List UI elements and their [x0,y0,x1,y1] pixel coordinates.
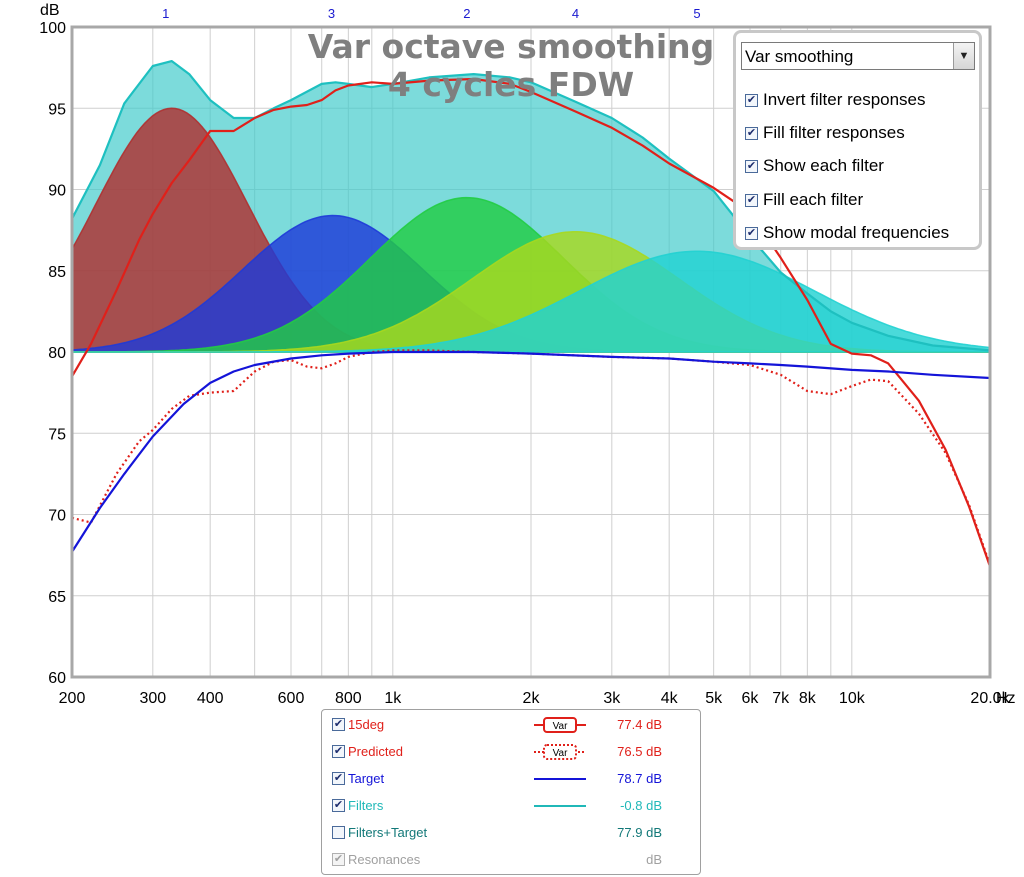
show-modal-frequencies-label: Show modal frequencies [763,223,950,242]
x-tick-label: 7k [772,690,790,707]
modal-frequency-label: 2 [463,6,470,21]
legend-row-predicted[interactable]: ✔ Predicted Var 76.5 dB [332,742,692,762]
x-tick-label: 20.0k [970,690,1010,707]
x-tick-label: 4k [661,690,679,707]
legend-name-resonances: Resonances [348,852,421,867]
x-tick-label: 10k [839,690,866,707]
y-tick-labels: 60 65 70 75 80 85 90 95 100 [39,20,66,687]
smoothing-dropdown[interactable]: Var smoothing ▼ [741,42,975,70]
legend-value-target: 78.7 dB [617,771,662,786]
y-tick-label: 70 [48,508,66,525]
display-options-panel: Var smoothing ▼ ✔ Invert filter response… [733,30,982,250]
fill-each-filter-option[interactable]: ✔ Fill each filter [745,189,863,211]
x-tick-label: 8k [799,690,817,707]
legend-swatch-target [534,778,586,780]
modal-frequency-label: 4 [572,6,579,21]
checkbox-show-modal-frequencies[interactable]: ✔ [745,226,758,240]
legend-name-predicted: Predicted [348,744,403,759]
legend-row-resonances[interactable]: ✔ Resonances dB [332,850,692,870]
fill-filter-responses-option[interactable]: ✔ Fill filter responses [745,122,905,144]
x-tick-labels: 200 300 400 600 800 1k 2k 3k 4k 5k 6k 7k 8k 10k 20.0k [59,690,1011,707]
x-tick-label: 800 [335,690,362,707]
legend-checkbox-predicted[interactable]: ✔ [332,745,345,758]
legend-checkbox-target[interactable]: ✔ [332,772,345,785]
x-tick-label: 200 [59,690,86,707]
plot-frame [70,25,992,679]
y-tick-label: 100 [39,20,66,37]
legend-name-15deg: 15deg [348,717,385,732]
x-tick-label: 6k [742,690,760,707]
x-tick-label: 400 [197,690,224,707]
legend-swatch-predicted: Var [534,744,586,760]
y-tick-label: 95 [48,101,66,118]
series-predicted-line [71,349,992,566]
checkbox-fill-each-filter[interactable]: ✔ [745,193,758,207]
legend-value-filters-target: 77.9 dB [617,825,662,840]
legend-checkbox-filters[interactable]: ✔ [332,799,345,812]
fill-filter-responses-label: Fill filter responses [763,123,905,142]
legend-value-15deg: 77.4 dB [617,717,662,732]
show-each-filter-option[interactable]: ✔ Show each filter [745,155,884,177]
legend-checkbox-filters-target[interactable] [332,826,345,839]
legend-value-resonances: dB [646,852,662,867]
smoothing-dropdown-value: Var smoothing [745,47,854,66]
filter-fills [71,61,991,353]
invert-filter-responses-option[interactable]: ✔ Invert filter responses [745,89,926,111]
chart-subtitle: 4 cycles FDW [388,65,634,104]
y-tick-label: 90 [48,183,66,200]
legend-row-filters[interactable]: ✔ Filters -0.8 dB [332,796,692,816]
x-tick-label: 1k [384,690,402,707]
legend-swatch-filters [534,805,586,807]
modal-frequency-label: 3 [328,6,335,21]
series-15deg-line [71,77,992,567]
legend-swatch-15deg: Var [534,717,586,733]
x-tick-label: 3k [603,690,621,707]
checkbox-fill-filter-responses[interactable]: ✔ [745,126,758,140]
y-unit-label: dB [40,2,60,19]
legend-swatch-text-15deg: Var [553,721,568,732]
legend-row-target[interactable]: ✔ Target 78.7 dB [332,769,692,789]
modal-frequency-labels: 1 3 2 4 5 [162,6,701,21]
series-target-line [71,350,991,553]
checkbox-show-each-filter[interactable]: ✔ [745,159,758,173]
x-unit-label: Hz [996,690,1016,707]
chevron-down-icon[interactable]: ▼ [953,43,974,69]
chart-title: Var octave smoothing [308,27,715,66]
show-modal-frequencies-option[interactable]: ✔ Show modal frequencies [745,222,949,244]
filter-5-fill [72,250,991,353]
legend-row-filters-target[interactable]: Filters+Target 77.9 dB [332,823,692,843]
y-tick-label: 80 [48,345,66,362]
legend-swatch-text-predicted: Var [553,748,568,759]
y-tick-label: 85 [48,264,66,281]
legend-name-target: Target [348,771,385,786]
legend-row-15deg[interactable]: ✔ 15deg Var 77.4 dB [332,715,692,735]
legend-checkbox-resonances[interactable]: ✔ [332,853,345,866]
x-tick-label: 2k [523,690,541,707]
show-each-filter-label: Show each filter [763,156,884,175]
legend-value-predicted: 76.5 dB [617,744,662,759]
invert-filter-responses-label: Invert filter responses [763,90,926,109]
modal-frequency-label: 1 [162,6,169,21]
checkbox-invert-filter-responses[interactable]: ✔ [745,93,758,107]
y-tick-label: 65 [48,589,66,606]
legend-panel: ✔ 15deg Var 77.4 dB ✔ Predicted Var 76.5… [321,709,701,875]
modal-frequency-label: 5 [693,6,700,21]
fill-each-filter-label: Fill each filter [763,190,864,209]
legend-value-filters: -0.8 dB [620,798,662,813]
y-tick-label: 75 [48,426,66,443]
x-tick-label: 5k [705,690,723,707]
legend-name-filters: Filters [348,798,384,813]
y-tick-label: 60 [48,670,66,687]
x-tick-label: 600 [278,690,305,707]
x-tick-label: 300 [139,690,166,707]
legend-name-filters-target: Filters+Target [348,825,428,840]
series-lines [71,60,992,567]
legend-checkbox-15deg[interactable]: ✔ [332,718,345,731]
